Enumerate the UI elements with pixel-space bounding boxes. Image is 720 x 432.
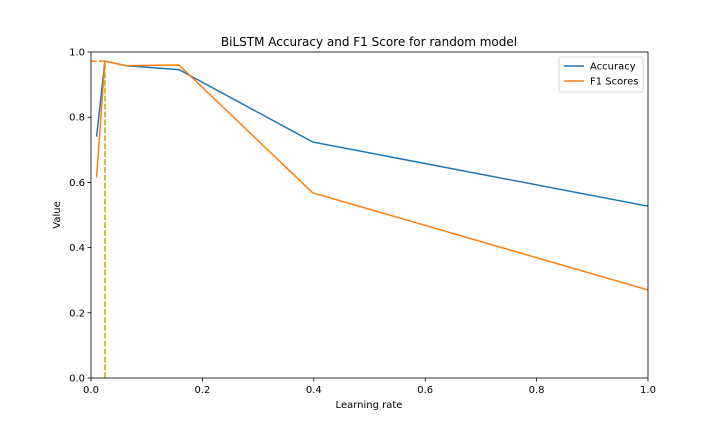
legend: Accuracy F1 Scores bbox=[558, 56, 644, 93]
plot-frame bbox=[90, 51, 649, 379]
series-line-f1-scores bbox=[95, 60, 649, 291]
chart-title: BiLSTM Accuracy and F1 Score for random … bbox=[221, 35, 517, 49]
legend-label-accuracy: Accuracy bbox=[590, 62, 636, 73]
x-tick-label: 0.0 bbox=[83, 385, 99, 396]
x-tick-label: 0.4 bbox=[306, 385, 322, 396]
y-tick-label: 0.6 bbox=[69, 178, 85, 189]
y-tick-label: 0.4 bbox=[69, 243, 85, 254]
y-tick-label: 0.0 bbox=[69, 374, 85, 385]
y-tick-label: 0.8 bbox=[69, 113, 85, 124]
x-axis-label: Learning rate bbox=[336, 400, 403, 411]
y-tick-label: 0.2 bbox=[69, 308, 85, 319]
x-tick-label: 0.8 bbox=[529, 385, 545, 396]
x-tick-label: 0.6 bbox=[417, 385, 433, 396]
x-tick-label: 0.2 bbox=[194, 385, 210, 396]
plot-area bbox=[91, 60, 649, 378]
y-tick-label: 1.0 bbox=[69, 48, 85, 59]
y-axis-label: Value bbox=[52, 201, 63, 228]
axes: 0.0 0.2 0.4 0.6 0.8 1.0 0.0 0.2 0.4 0.6 0.8 1.0 bbox=[69, 48, 656, 397]
legend-label-f1-scores: F1 Scores bbox=[590, 77, 639, 88]
x-tick-label: 1.0 bbox=[640, 385, 656, 396]
